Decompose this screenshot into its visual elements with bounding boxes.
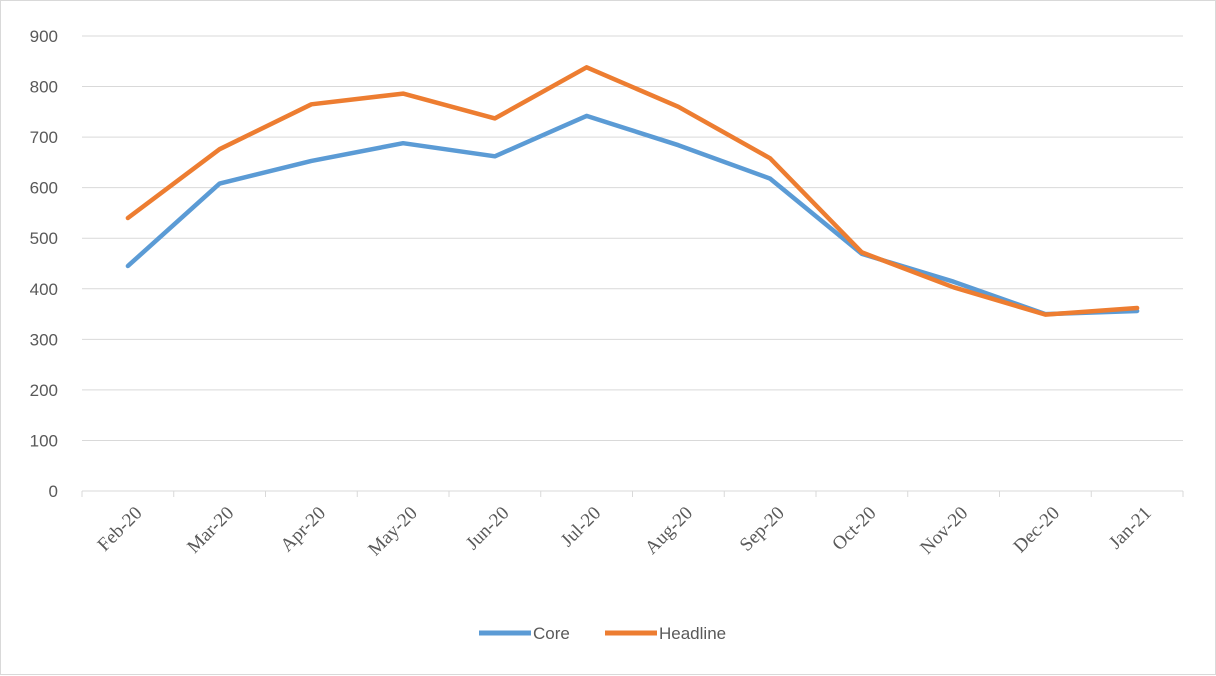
gridlines: [82, 36, 1183, 440]
series-line-core: [128, 116, 1137, 314]
x-tick-label: Oct-20: [828, 503, 880, 555]
x-tick-label: Feb-20: [94, 503, 147, 556]
y-tick-label: 300: [30, 330, 58, 349]
x-axis: [82, 491, 1183, 497]
x-tick-label: Jan-21: [1105, 503, 1156, 554]
y-tick-label: 100: [30, 431, 58, 450]
x-tick-label: Dec-20: [1010, 503, 1064, 557]
x-tick-label: Sep-20: [736, 503, 789, 556]
y-tick-label: 400: [30, 280, 58, 299]
y-tick-label: 800: [30, 78, 58, 97]
x-tick-label: Nov-20: [916, 503, 972, 559]
y-tick-label: 600: [30, 179, 58, 198]
x-tick-label: Aug-20: [641, 503, 697, 559]
x-tick-label: Jun-20: [462, 503, 513, 554]
y-axis-tick-labels: 0 100 200 300 400 500 600 700 800 900: [30, 27, 58, 501]
legend-label-core: Core: [533, 624, 570, 643]
series-lines: [128, 67, 1137, 314]
legend: Core Headline: [479, 624, 726, 643]
y-tick-label: 900: [30, 27, 58, 46]
y-tick-label: 700: [30, 128, 58, 147]
y-tick-label: 500: [30, 229, 58, 248]
x-tick-label: Jul-20: [557, 503, 605, 551]
y-tick-label: 200: [30, 381, 58, 400]
x-tick-label: Mar-20: [183, 503, 238, 558]
y-tick-label: 0: [49, 482, 58, 501]
legend-label-headline: Headline: [659, 624, 726, 643]
x-tick-label: Apr-20: [277, 503, 330, 556]
x-tick-label: May-20: [364, 503, 421, 560]
series-line-headline: [128, 67, 1137, 314]
x-axis-tick-labels: Feb-20 Mar-20 Apr-20 May-20 Jun-20 Jul-20 Aug-…: [94, 503, 1156, 560]
